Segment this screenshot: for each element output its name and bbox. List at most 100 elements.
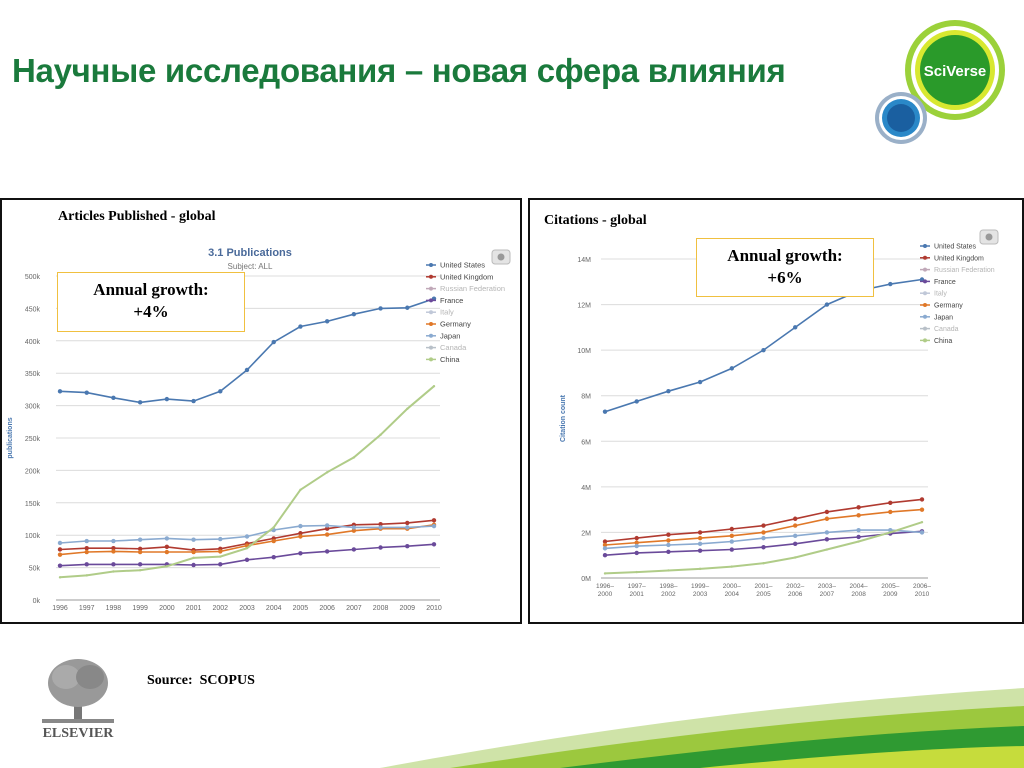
data-point-france [324,549,330,554]
legend-item-japan: Japan [920,314,953,321]
data-point-germany [191,549,196,555]
data-point-china [432,384,436,388]
y-axis-label: Citation count [560,394,567,442]
x-tick-label: 2003 [693,591,708,598]
data-point-japan [164,536,170,541]
x-tick-label: 1996– [596,583,614,590]
legend-marker-russian-federation [923,267,927,272]
chart-export-icon-glyph [497,253,505,261]
series-line-germany [59,524,435,556]
data-point-france [431,542,437,547]
citations-growth-label: Annual growth: [727,246,843,265]
legend-item-russian-federation: Russian Federation [920,267,995,274]
data-point-france [602,553,608,558]
data-point-united-kingdom [602,539,608,544]
data-point-china [245,546,249,550]
data-point-china [667,569,670,572]
x-tick-label: 2007 [820,591,835,598]
legend-marker-italy [429,310,433,315]
legend-label-canada: Canada [440,343,467,352]
data-point-china [138,568,142,572]
legend-label-united-states: United States [934,244,977,251]
x-tick-label: 2000– [723,583,741,590]
x-tick-label: 2010 [426,605,442,612]
data-point-united-kingdom [324,526,330,531]
data-point-france [244,557,250,563]
legend-marker-france [923,279,927,284]
data-point-china [635,570,638,574]
x-tick-label: 2006 [788,591,803,598]
legend-marker-germany [429,322,433,326]
data-point-france [405,544,410,549]
data-point-japan [431,523,437,529]
x-tick-label: 2004– [850,583,868,590]
data-point-united-states [244,367,250,373]
x-tick-label: 1997 [79,605,95,612]
data-point-france [729,547,734,552]
y-tick-label: 8M [581,394,591,401]
data-point-france [761,545,766,550]
x-tick-label: 2009 [883,591,898,598]
data-point-japan [793,533,798,539]
data-point-japan [666,542,671,548]
data-point-china [299,488,302,492]
legend-item-china: China [920,338,952,345]
data-point-germany [761,530,766,535]
x-tick-label: 2001 [186,605,202,612]
data-point-united-kingdom [793,516,798,521]
y-tick-label: 500k [25,274,41,281]
citations-growth-value: +6% [767,268,803,287]
data-point-united-states [191,398,196,404]
y-tick-label: 450k [25,306,41,313]
chart-title: 3.1 Publications [208,247,292,259]
data-point-japan [244,534,250,539]
citations-panel-title: Citations - global [544,213,647,228]
data-point-united-kingdom [856,505,861,510]
data-point-germany [298,534,303,539]
data-point-japan [191,537,196,542]
data-point-germany [824,516,830,521]
data-point-china [857,540,860,543]
data-point-united-states [697,379,703,385]
data-point-japan [602,546,608,551]
legend-label-france: France [440,296,463,305]
legend-marker-japan [923,314,927,319]
y-tick-label: 0M [581,576,591,583]
data-point-germany [111,549,116,554]
data-point-united-states [919,277,925,282]
legend-marker-italy [923,291,927,296]
legend-marker-japan [429,333,433,338]
data-point-united-states [218,389,223,394]
data-point-germany [164,549,170,555]
data-point-germany [697,535,703,541]
data-point-united-states [164,396,170,402]
data-point-france [697,548,703,553]
citations-growth-box: Annual growth: +6% [696,238,874,297]
data-point-united-kingdom [729,526,734,532]
data-point-united-kingdom [919,497,925,502]
data-point-united-kingdom [137,546,143,552]
legend-label-united-states: United States [440,261,485,270]
data-point-china [825,548,829,551]
legend-item-united-states: United States [426,261,485,270]
sciverse-logo-text: SciVerse [924,63,987,80]
data-point-china [762,561,765,565]
series-line-france [604,530,923,556]
legend-label-japan: Japan [440,331,460,340]
data-point-france [111,562,116,567]
legend-label-italy: Italy [934,291,947,298]
legend-item-united-kingdom: United Kingdom [426,272,493,281]
data-point-japan [218,536,223,542]
data-point-china [352,456,356,459]
legend-marker-united-kingdom [923,255,927,260]
data-point-germany [729,533,734,539]
data-point-china [165,565,169,568]
legend-item-france: France [920,279,956,286]
data-point-japan [405,525,410,530]
data-point-japan [824,530,830,535]
legend-label-united-kingdom: United Kingdom [934,255,984,262]
data-point-china [112,570,115,573]
data-point-united-kingdom [405,520,410,526]
data-point-united-kingdom [298,531,303,536]
